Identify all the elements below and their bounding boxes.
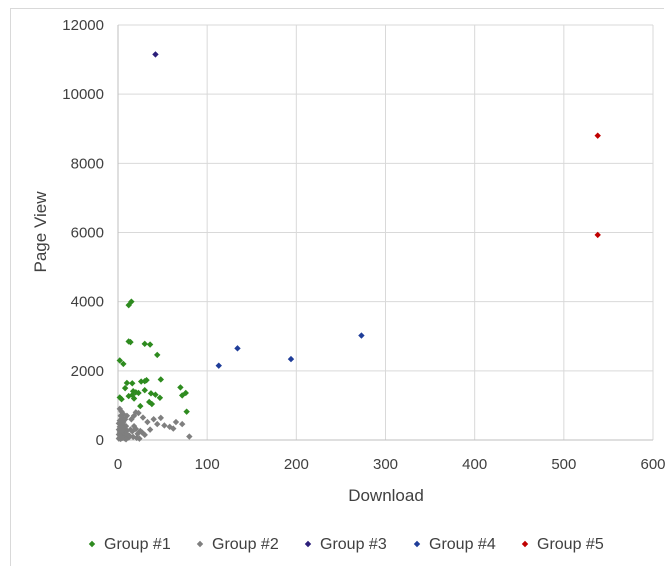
x-tick-label: 100	[195, 456, 220, 473]
data-point	[128, 416, 135, 423]
series-1	[116, 298, 190, 415]
data-point	[127, 338, 134, 346]
legend-marker	[521, 540, 529, 548]
data-point	[179, 392, 186, 399]
data-point	[129, 391, 136, 399]
legend-marker	[196, 540, 204, 548]
y-tick-label: 2000	[71, 363, 104, 380]
data-point	[121, 384, 129, 392]
data-point	[135, 409, 142, 417]
data-point	[125, 301, 132, 309]
data-point	[123, 412, 131, 419]
x-tick-label: 0	[114, 456, 122, 473]
data-point	[170, 425, 177, 432]
x-tick-label: 600	[640, 456, 665, 473]
legend-item: Group #2	[196, 536, 279, 553]
data-point	[152, 51, 159, 58]
legend-marker	[413, 540, 421, 548]
data-point	[179, 420, 186, 428]
legend-item: Group #5	[521, 536, 604, 553]
data-point	[152, 391, 159, 398]
data-point	[287, 355, 295, 363]
data-point	[137, 378, 145, 385]
data-point	[118, 408, 125, 415]
data-point	[141, 387, 148, 394]
data-point	[147, 390, 155, 397]
x-axis-title: Download	[348, 486, 424, 505]
data-point	[116, 357, 123, 364]
legend-label: Group #4	[429, 536, 496, 553]
data-point	[186, 433, 193, 440]
data-point	[234, 345, 241, 352]
data-point	[137, 402, 144, 410]
data-point	[117, 435, 124, 443]
data-point	[150, 416, 157, 423]
data-point	[118, 395, 125, 403]
x-tick-label: 400	[462, 456, 487, 473]
legend-item: Group #3	[304, 536, 387, 553]
data-point	[594, 231, 601, 239]
series-5	[594, 132, 601, 239]
legend-label: Group #3	[320, 536, 387, 553]
data-point	[141, 431, 148, 439]
data-point	[161, 422, 168, 429]
x-tick-label: 200	[284, 456, 309, 473]
data-point	[144, 418, 151, 426]
x-tick-label: 500	[551, 456, 576, 473]
data-point	[148, 400, 156, 408]
legend-label: Group #2	[212, 536, 279, 553]
legend-item: Group #4	[413, 536, 496, 553]
data-point	[154, 351, 161, 359]
legend-label: Group #1	[104, 536, 171, 553]
legend-marker	[304, 540, 312, 548]
y-tick-label: 6000	[71, 225, 104, 242]
data-point	[139, 414, 147, 421]
data-point	[358, 332, 365, 339]
x-tick-labels: 0 100 200 300 400 500 600	[114, 456, 665, 473]
data-point	[135, 389, 142, 397]
legend: Group #1 Group #2 Group #3 Group #4 Group #5	[88, 536, 604, 553]
legend-label: Group #5	[537, 536, 604, 553]
data-point	[157, 376, 164, 383]
data-point	[141, 340, 148, 348]
axes	[117, 25, 653, 441]
data-point	[120, 360, 127, 368]
y-tick-labels: 0 2000 4000 6000 8000 10000 12000	[62, 17, 104, 449]
y-tick-label: 10000	[62, 86, 104, 103]
data-point	[129, 380, 136, 387]
data-point	[122, 436, 130, 443]
data-point	[154, 420, 161, 428]
data-point	[123, 379, 131, 387]
series-2	[115, 405, 193, 443]
y-tick-label: 0	[96, 432, 104, 449]
series-3	[152, 51, 159, 58]
series-4	[215, 332, 365, 369]
y-tick-label: 8000	[71, 155, 104, 172]
data-point	[146, 426, 154, 433]
y-tick-label: 4000	[71, 294, 104, 311]
y-tick-label: 12000	[62, 17, 104, 34]
x-tick-label: 300	[373, 456, 398, 473]
data-point	[136, 435, 143, 442]
legend-item: Group #1	[88, 536, 171, 553]
gridlines	[118, 24, 654, 440]
data-point	[141, 378, 148, 385]
data-point	[128, 298, 135, 305]
data-point	[172, 418, 180, 426]
legend-marker	[88, 540, 96, 548]
data-point	[157, 414, 164, 422]
data-point	[177, 384, 184, 391]
chart-frame	[10, 8, 664, 566]
data-points	[115, 51, 601, 443]
y-axis-title: Page View	[31, 191, 50, 273]
data-point	[183, 408, 190, 415]
data-point	[146, 341, 154, 348]
data-point	[132, 425, 140, 433]
data-point	[156, 394, 164, 402]
data-point	[215, 362, 222, 369]
data-point	[594, 132, 601, 139]
